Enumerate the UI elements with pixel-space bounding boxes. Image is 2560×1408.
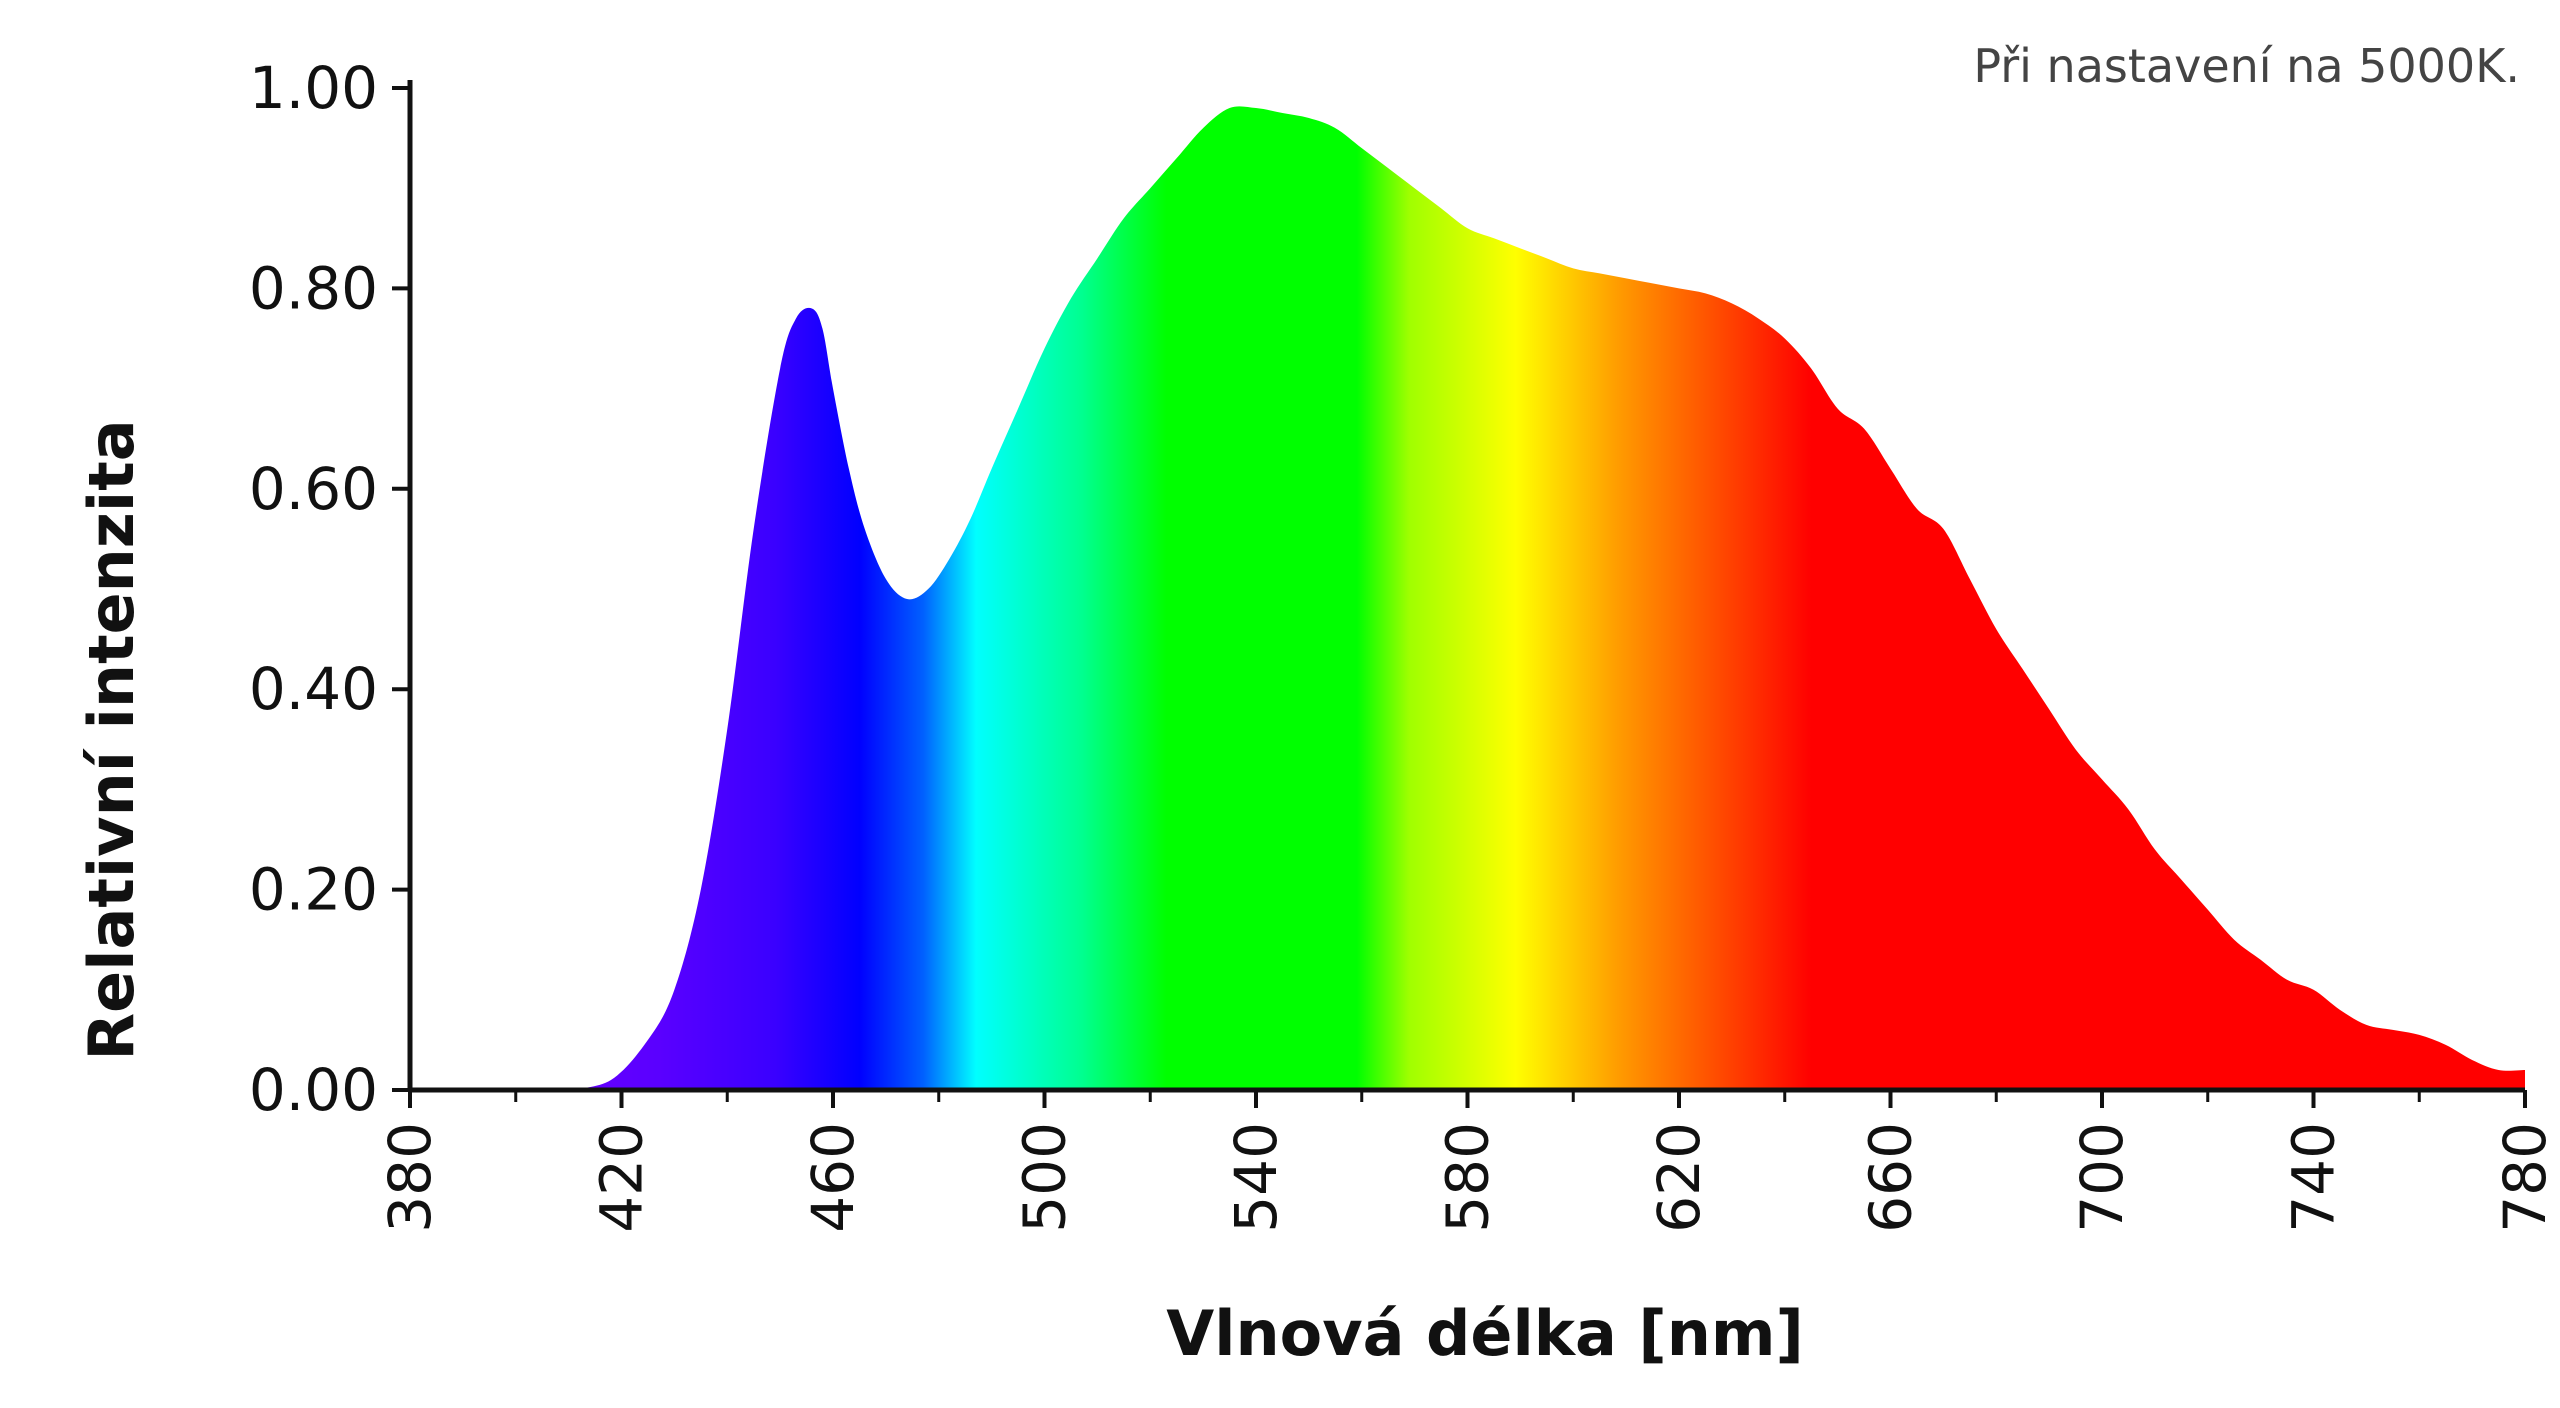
y-tick-label: 0.00 xyxy=(249,1056,378,1124)
x-tick-label: 740 xyxy=(2280,1122,2348,1233)
x-tick-label: 660 xyxy=(1857,1122,1925,1233)
y-tick-label: 0.40 xyxy=(249,655,378,723)
spectrum-area-group xyxy=(568,106,2525,1090)
x-tick-label: 540 xyxy=(1222,1122,1290,1233)
x-tick-label: 460 xyxy=(799,1122,867,1233)
y-tick-label: 0.60 xyxy=(249,455,378,523)
x-tick-label: 700 xyxy=(2068,1122,2136,1233)
chart-annotation: Při nastavení na 5000K. xyxy=(1973,39,2520,93)
y-tick-label: 0.20 xyxy=(249,856,378,924)
x-tick-label: 780 xyxy=(2491,1122,2559,1233)
x-tick-label: 580 xyxy=(1434,1122,1502,1233)
y-tick-label: 0.80 xyxy=(249,254,378,322)
x-tick-label: 380 xyxy=(376,1122,444,1233)
spectrum-area xyxy=(568,106,2525,1090)
ticks-group: 380 420 460 500 540 580 620 660 700 740 780 0.00 0.2… xyxy=(249,54,2559,1233)
y-tick-label: 1.00 xyxy=(249,54,378,122)
x-tick-label: 620 xyxy=(1645,1122,1713,1233)
x-axis-title: Vlnová délka [nm] xyxy=(1166,1297,1804,1370)
x-tick-label: 500 xyxy=(1011,1122,1079,1233)
x-tick-label: 420 xyxy=(588,1122,656,1233)
y-axis-title: Relativní intenzita xyxy=(75,419,148,1060)
